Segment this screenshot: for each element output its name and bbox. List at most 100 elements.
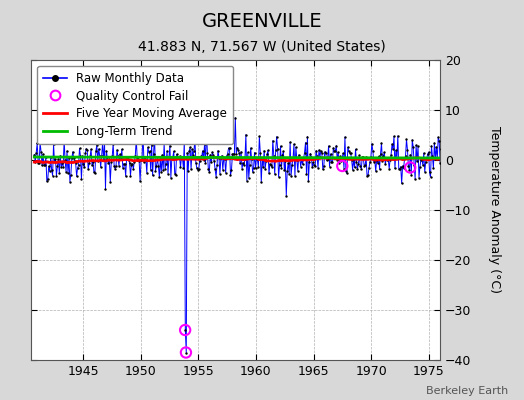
Point xyxy=(277,164,286,171)
Point xyxy=(38,162,46,168)
Point xyxy=(168,155,176,161)
Point xyxy=(265,170,273,176)
Point xyxy=(245,174,253,181)
Point xyxy=(328,159,336,166)
Point xyxy=(311,163,319,170)
Point xyxy=(172,151,181,158)
Point xyxy=(368,147,377,154)
Point xyxy=(430,140,439,146)
Point xyxy=(432,144,441,150)
Point xyxy=(281,158,289,164)
Point xyxy=(132,136,140,142)
Point xyxy=(300,150,309,156)
Point xyxy=(112,162,120,169)
Point xyxy=(328,159,336,166)
Point xyxy=(255,133,264,140)
Point xyxy=(284,160,292,166)
Point xyxy=(31,158,39,165)
Point xyxy=(293,168,302,174)
Point xyxy=(398,162,407,169)
Point xyxy=(280,167,289,173)
Point xyxy=(394,133,402,139)
Point xyxy=(123,154,131,160)
Point xyxy=(185,148,193,154)
Point xyxy=(437,146,445,152)
Point xyxy=(71,160,80,166)
Point xyxy=(297,164,305,170)
Point xyxy=(414,143,422,150)
Point xyxy=(336,153,344,160)
Point xyxy=(229,151,237,158)
Point xyxy=(181,327,190,333)
Point xyxy=(378,158,387,164)
Point xyxy=(379,152,388,159)
Point xyxy=(431,156,440,162)
Point xyxy=(157,168,166,175)
Point xyxy=(100,157,108,164)
Point xyxy=(401,153,410,160)
Point xyxy=(360,162,368,169)
Point xyxy=(83,146,91,153)
Point xyxy=(341,134,349,140)
Point xyxy=(176,153,184,159)
Point xyxy=(406,151,414,158)
Point xyxy=(63,148,71,154)
Point xyxy=(239,160,247,166)
Point xyxy=(193,166,202,173)
Point xyxy=(225,145,234,152)
Point xyxy=(438,150,446,156)
Point xyxy=(88,162,96,168)
Point xyxy=(233,144,242,151)
Point xyxy=(37,148,45,155)
Point xyxy=(301,139,310,146)
Point xyxy=(117,156,125,162)
Point xyxy=(390,133,398,140)
Point xyxy=(179,165,188,171)
Point xyxy=(111,166,119,172)
Point xyxy=(42,178,51,184)
Point xyxy=(100,140,108,146)
Point xyxy=(269,137,277,144)
Point xyxy=(141,154,149,160)
Point xyxy=(178,154,187,160)
Point xyxy=(271,147,280,153)
Point xyxy=(58,160,67,166)
Point xyxy=(47,153,55,160)
Point xyxy=(242,131,250,138)
Point xyxy=(269,152,278,159)
Text: Berkeley Earth: Berkeley Earth xyxy=(426,386,508,396)
Point xyxy=(356,163,365,170)
Point xyxy=(82,146,91,152)
Point xyxy=(324,143,333,149)
Point xyxy=(155,174,163,180)
Point xyxy=(377,140,386,146)
Point xyxy=(221,156,229,162)
Point xyxy=(214,147,222,154)
Point xyxy=(171,171,180,178)
Point xyxy=(252,154,260,161)
Point xyxy=(50,159,59,166)
Point xyxy=(33,140,41,146)
Point xyxy=(137,157,145,164)
Point xyxy=(309,159,318,166)
Point xyxy=(94,146,103,152)
Point xyxy=(204,166,213,173)
Point xyxy=(99,140,107,146)
Point xyxy=(408,137,417,143)
Point xyxy=(382,154,390,161)
Point xyxy=(201,160,210,166)
Point xyxy=(396,166,404,172)
Point xyxy=(252,165,260,171)
Point xyxy=(87,146,95,152)
Point xyxy=(145,148,153,155)
Point xyxy=(188,146,196,153)
Point xyxy=(217,155,225,161)
Point xyxy=(209,152,217,158)
Point xyxy=(405,167,413,173)
Point xyxy=(177,154,185,161)
Point xyxy=(410,162,418,168)
Point xyxy=(403,146,412,153)
Point xyxy=(383,157,391,163)
Point xyxy=(49,141,58,147)
Point xyxy=(419,162,427,168)
